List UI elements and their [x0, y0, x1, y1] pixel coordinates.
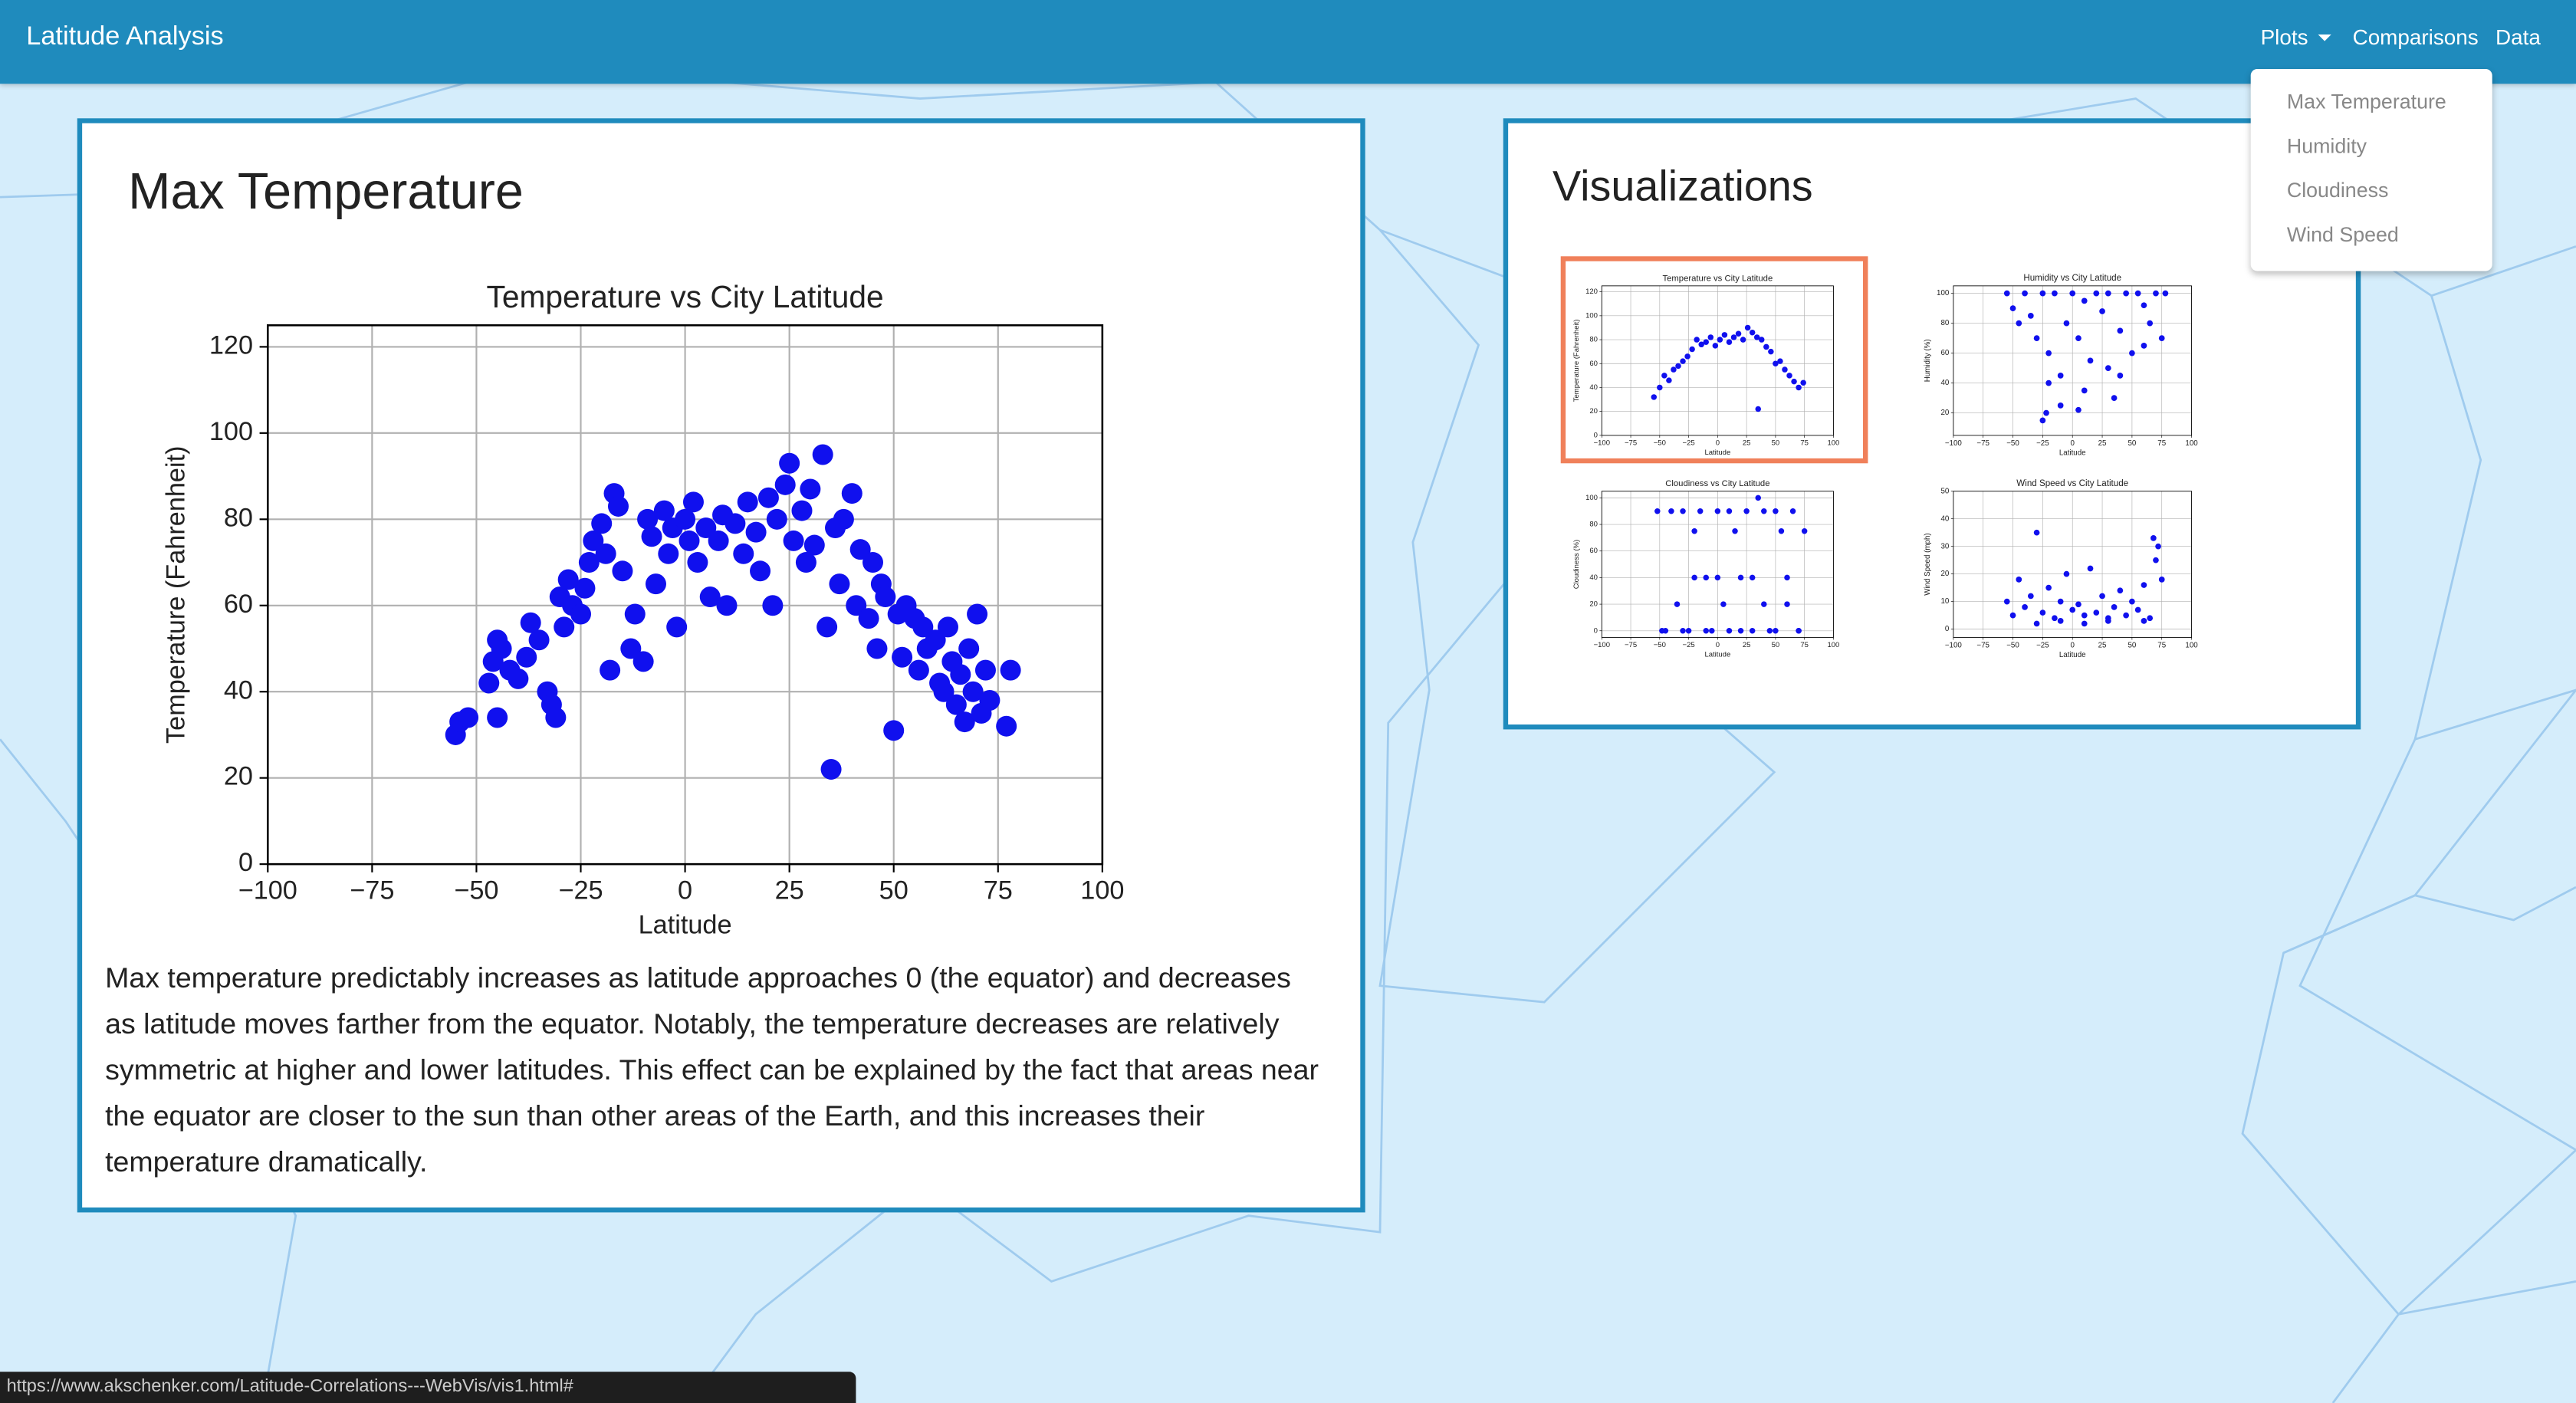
nav-link[interactable]: Comparisons — [2352, 25, 2479, 50]
paragraph: Max temperature predictably increases as… — [105, 961, 1319, 1178]
dropdown-item[interactable]: Cloudiness — [2286, 179, 2389, 202]
heading: Max Temperature — [128, 163, 524, 221]
nav-link[interactable]: Data — [2496, 25, 2541, 50]
dropdown-item[interactable]: Humidity — [2286, 134, 2367, 158]
dropdown-item[interactable]: Wind Speed — [2286, 223, 2399, 247]
selected-thumbnail[interactable] — [1560, 256, 1868, 464]
thumbnail[interactable] — [1561, 467, 1868, 674]
heading: Visualizations — [1552, 161, 1813, 211]
navbar: Latitude Analysis Plots Comparisons Data — [0, 0, 2576, 84]
thumbnail[interactable] — [1922, 467, 2218, 674]
dropdown-item[interactable]: Max Temperature — [2286, 90, 2446, 113]
status-bar: https://www.akschenker.com/Latitude-Corr… — [0, 1372, 856, 1403]
nav-link[interactable]: Plots — [2260, 25, 2308, 50]
dropdown-menu: Max Temperature Humidity Cloudiness Wind… — [2250, 69, 2492, 271]
caret — [2318, 34, 2331, 41]
thumbnail[interactable] — [1922, 256, 2218, 463]
brand[interactable]: Latitude Analysis — [26, 23, 224, 51]
